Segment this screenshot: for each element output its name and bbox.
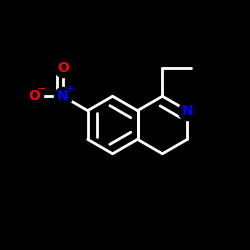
Text: N: N [182, 104, 193, 118]
Text: N: N [57, 89, 68, 103]
Text: O: O [28, 89, 40, 103]
Text: O: O [57, 60, 69, 74]
Text: −: − [38, 84, 46, 94]
Text: +: + [66, 84, 74, 94]
